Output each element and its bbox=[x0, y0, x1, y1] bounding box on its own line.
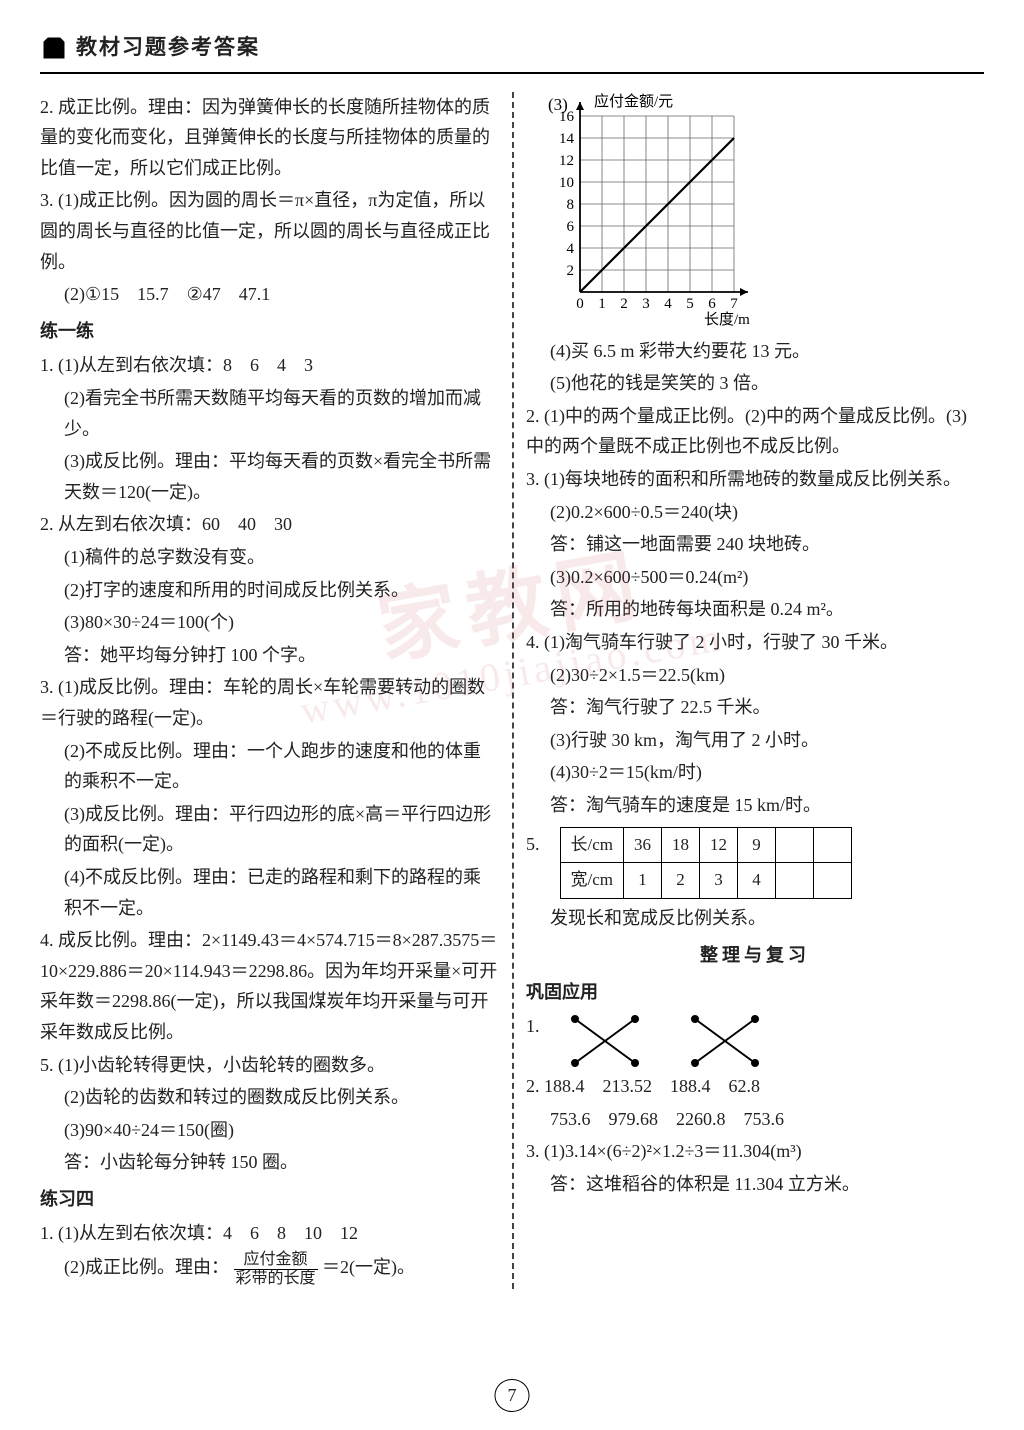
svg-text:12: 12 bbox=[559, 153, 574, 169]
svg-text:3: 3 bbox=[642, 296, 650, 312]
text-line: 4. 成反比例。理由：2×1149.43＝4×574.715＝8×287.357… bbox=[40, 925, 498, 1047]
text-line: 4. (1)淘气骑车行驶了 2 小时，行驶了 30 千米。 bbox=[526, 627, 984, 658]
svg-text:10: 10 bbox=[559, 175, 574, 191]
chart-svg: 24681012141601234567(3)应付金额/元长度/m bbox=[546, 92, 826, 332]
text-line: (2)看完全书所需天数随平均每天看的页数的增加而减少。 bbox=[40, 383, 498, 444]
column-divider bbox=[512, 92, 514, 1290]
text-line: 2. 从左到右依次填：60 40 30 bbox=[40, 509, 498, 540]
text-line: 2. 188.4 213.52 188.4 62.8 bbox=[526, 1071, 984, 1102]
text-line: (2)0.2×600÷0.5＝240(块) bbox=[526, 497, 984, 528]
text-line: 答：所用的地砖每块面积是 0.24 m²。 bbox=[526, 594, 984, 625]
text-line: 答：淘气行驶了 22.5 千米。 bbox=[526, 692, 984, 723]
text-line: 2. 成正比例。理由：因为弹簧伸长的长度随所挂物体的质量的变化而变化，且弹簧伸长… bbox=[40, 92, 498, 184]
page-number-value: 7 bbox=[495, 1379, 530, 1412]
svg-text:5: 5 bbox=[686, 296, 694, 312]
line-chart: 24681012141601234567(3)应付金额/元长度/m bbox=[546, 92, 826, 332]
text-line: (3)90×40÷24＝150(圈) bbox=[40, 1115, 498, 1146]
subsection-heading: 巩固应用 bbox=[526, 977, 984, 1008]
svg-text:8: 8 bbox=[567, 197, 575, 213]
text-line: (2)打字的速度和所用的时间成反比例关系。 bbox=[40, 575, 498, 606]
text-line: 答：她平均每分钟打 100 个字。 bbox=[40, 640, 498, 671]
text-line: (4)30÷2＝15(km/时) bbox=[526, 757, 984, 788]
text-line: (3)0.2×600÷500＝0.24(m²) bbox=[526, 562, 984, 593]
text-line: (3)成反比例。理由：平均每天看的页数×看完全书所需天数＝120(一定)。 bbox=[40, 446, 498, 507]
svg-text:0: 0 bbox=[576, 296, 584, 312]
svg-text:应付金额/元: 应付金额/元 bbox=[594, 92, 673, 110]
svg-text:2: 2 bbox=[567, 263, 575, 279]
text-line: 3. (1)成反比例。理由：车轮的周长×车轮需要转动的圈数＝行驶的路程(一定)。 bbox=[40, 672, 498, 733]
two-column-layout: 2. 成正比例。理由：因为弹簧伸长的长度随所挂物体的质量的变化而变化，且弹簧伸长… bbox=[40, 92, 984, 1290]
text-line: 5. (1)小齿轮转得更快，小齿轮转的圈数多。 bbox=[40, 1050, 498, 1081]
text-line: 发现长和宽成反比例关系。 bbox=[526, 903, 984, 934]
svg-text:7: 7 bbox=[730, 296, 738, 312]
text-line: (3)80×30÷24＝100(个) bbox=[40, 607, 498, 638]
header-ornament-icon bbox=[40, 36, 68, 60]
text-line: 3. (1)3.14×(6÷2)²×1.2÷3＝11.304(m³) bbox=[526, 1136, 984, 1167]
text-line: (2)①15 15.7 ②47 47.1 bbox=[40, 279, 498, 310]
fraction-denominator: 彩带的长度 bbox=[234, 1270, 318, 1288]
review-heading: 整理与复习 bbox=[526, 940, 984, 971]
text-line: (2)不成反比例。理由：一个人跑步的速度和他的体重的乘积不一定。 bbox=[40, 736, 498, 797]
text-line: (2)30÷2×1.5＝22.5(km) bbox=[526, 660, 984, 691]
svg-text:2: 2 bbox=[620, 296, 628, 312]
section-heading: 练一练 bbox=[40, 316, 498, 347]
text-line: (4)不成反比例。理由：已走的路程和剩下的路程的乘积不一定。 bbox=[40, 862, 498, 923]
svg-text:4: 4 bbox=[664, 296, 672, 312]
svg-text:6: 6 bbox=[567, 219, 575, 235]
text-line: 答：小齿轮每分钟转 150 圈。 bbox=[40, 1147, 498, 1178]
question-number: 5. bbox=[526, 823, 540, 860]
svg-text:长度/m: 长度/m bbox=[704, 311, 750, 328]
section-heading: 练习四 bbox=[40, 1184, 498, 1215]
svg-text:6: 6 bbox=[708, 296, 716, 312]
svg-text:14: 14 bbox=[559, 131, 575, 147]
text-line: 答：铺这一地面需要 240 块地砖。 bbox=[526, 529, 984, 560]
left-column: 2. 成正比例。理由：因为弹簧伸长的长度随所挂物体的质量的变化而变化，且弹簧伸长… bbox=[40, 92, 512, 1290]
text-line: 答：淘气骑车的速度是 15 km/时。 bbox=[526, 790, 984, 821]
text-line: 1. (1)从左到右依次填：4 6 8 10 12 bbox=[40, 1218, 498, 1249]
text-line: 1. (1)从左到右依次填：8 6 4 3 bbox=[40, 350, 498, 381]
text-line: (2)齿轮的齿数和转过的圈数成反比例关系。 bbox=[40, 1082, 498, 1113]
text-line: (5)他花的钱是笑笑的 3 倍。 bbox=[526, 368, 984, 399]
text-line: 3. (1)成正比例。因为圆的周长＝π×直径，π为定值，所以圆的周长与直径的比值… bbox=[40, 185, 498, 277]
fraction: 应付金额 彩带的长度 bbox=[234, 1251, 318, 1287]
question-number: 1. bbox=[526, 1011, 540, 1042]
text-line: (3)行驶 30 km，淘气用了 2 小时。 bbox=[526, 725, 984, 756]
text-fragment: (2)成正比例。理由： bbox=[64, 1257, 229, 1277]
matching-diagram bbox=[560, 1011, 780, 1071]
text-fragment: ＝2(一定)。 bbox=[322, 1257, 415, 1277]
fraction-numerator: 应付金额 bbox=[234, 1251, 318, 1270]
svg-text:4: 4 bbox=[567, 241, 575, 257]
right-column: 24681012141601234567(3)应付金额/元长度/m (4)买 6… bbox=[512, 92, 984, 1290]
dimension-table: 长/cm3618129宽/cm1234 bbox=[560, 827, 853, 900]
text-line: 753.6 979.68 2260.8 753.6 bbox=[526, 1104, 984, 1135]
header-title: 教材习题参考答案 bbox=[76, 30, 260, 66]
text-line: (3)成反比例。理由：平行四边形的底×高＝平行四边形的面积(一定)。 bbox=[40, 799, 498, 860]
text-line: (2)成正比例。理由： 应付金额 彩带的长度 ＝2(一定)。 bbox=[40, 1251, 498, 1287]
svg-text:(3): (3) bbox=[548, 95, 568, 114]
text-line: 2. (1)中的两个量成正比例。(2)中的两个量成反比例。(3)中的两个量既不成… bbox=[526, 401, 984, 462]
page-header: 教材习题参考答案 bbox=[40, 30, 984, 74]
text-line: (4)买 6.5 m 彩带大约要花 13 元。 bbox=[526, 336, 984, 367]
text-line: 3. (1)每块地砖的面积和所需地砖的数量成反比例关系。 bbox=[526, 464, 984, 495]
text-line: 答：这堆稻谷的体积是 11.304 立方米。 bbox=[526, 1169, 984, 1200]
svg-text:1: 1 bbox=[598, 296, 606, 312]
text-line: (1)稿件的总字数没有变。 bbox=[40, 542, 498, 573]
page-number: 7 bbox=[495, 1379, 530, 1412]
